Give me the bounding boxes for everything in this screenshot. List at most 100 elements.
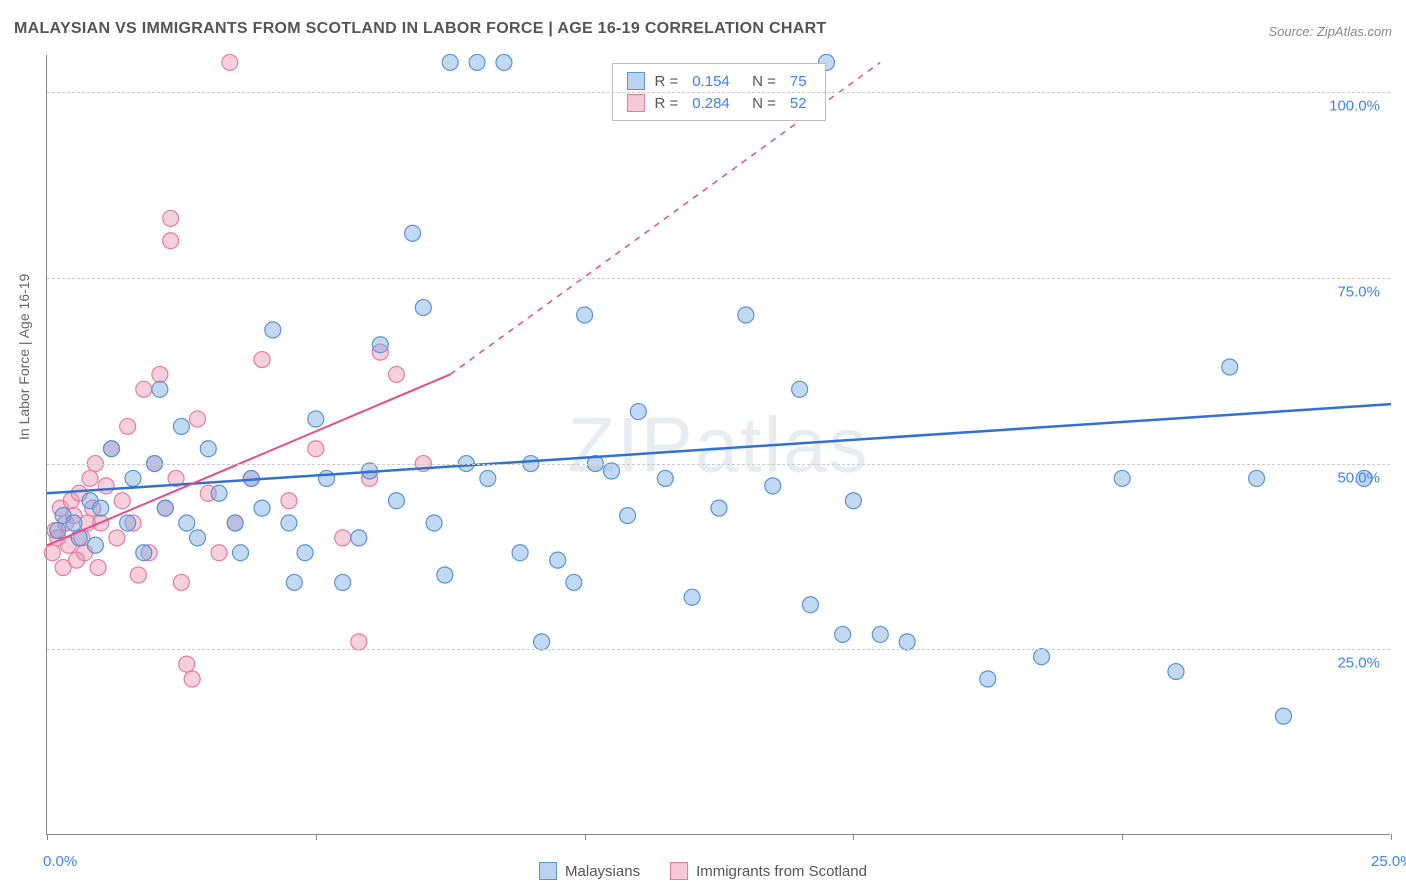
data-point xyxy=(281,515,297,531)
legend-swatch-1 xyxy=(626,94,644,112)
data-point xyxy=(211,545,227,561)
data-point xyxy=(577,307,593,323)
source-label: Source: ZipAtlas.com xyxy=(1268,24,1392,39)
y-tick-label: 50.0% xyxy=(1337,469,1380,486)
gridline-h xyxy=(47,649,1390,650)
data-point xyxy=(630,404,646,420)
data-point xyxy=(152,366,168,382)
x-tick xyxy=(316,834,317,840)
data-point xyxy=(1275,708,1291,724)
legend-n-label-1: N = xyxy=(744,95,776,112)
data-point xyxy=(254,352,270,368)
legend-n-value-0: 75 xyxy=(790,73,807,90)
data-point xyxy=(93,500,109,516)
data-point xyxy=(372,337,388,353)
data-point xyxy=(335,574,351,590)
data-point xyxy=(469,54,485,70)
legend-swatch-0 xyxy=(626,72,644,90)
x-tick xyxy=(1391,834,1392,840)
y-tick-label: 100.0% xyxy=(1329,98,1380,115)
data-point xyxy=(1034,649,1050,665)
data-point xyxy=(899,634,915,650)
plot-area: ZIPatlas R = 0.154 N = 75 R = 0.284 N = … xyxy=(46,55,1390,835)
x-tick-label: 25.0% xyxy=(1371,853,1406,870)
data-point xyxy=(254,500,270,516)
x-tick-label: 0.0% xyxy=(43,853,77,870)
data-point xyxy=(738,307,754,323)
data-point xyxy=(179,656,195,672)
data-point xyxy=(405,225,421,241)
data-point xyxy=(120,515,136,531)
data-point xyxy=(319,470,335,486)
data-point xyxy=(980,671,996,687)
data-point xyxy=(765,478,781,494)
legend-item-malaysians: Malaysians xyxy=(539,862,640,880)
legend-n-value-1: 52 xyxy=(790,95,807,112)
data-point xyxy=(550,552,566,568)
trend-line xyxy=(47,404,1391,493)
data-point xyxy=(211,485,227,501)
trend-line xyxy=(47,374,450,545)
data-point xyxy=(190,411,206,427)
data-point xyxy=(388,366,404,382)
data-point xyxy=(437,567,453,583)
data-point xyxy=(233,545,249,561)
gridline-h xyxy=(47,278,1390,279)
data-point xyxy=(157,500,173,516)
data-point xyxy=(222,54,238,70)
legend-swatch-scotland xyxy=(670,862,688,880)
data-point xyxy=(281,493,297,509)
data-point xyxy=(308,411,324,427)
data-point xyxy=(120,418,136,434)
data-point xyxy=(1222,359,1238,375)
data-point xyxy=(1249,470,1265,486)
data-point xyxy=(442,54,458,70)
data-point xyxy=(190,530,206,546)
y-tick-label: 25.0% xyxy=(1337,655,1380,672)
x-tick xyxy=(47,834,48,840)
data-point xyxy=(388,493,404,509)
data-point xyxy=(114,493,130,509)
data-point xyxy=(351,530,367,546)
data-point xyxy=(351,634,367,650)
data-point xyxy=(297,545,313,561)
data-point xyxy=(173,418,189,434)
legend-label-malaysians: Malaysians xyxy=(565,863,640,880)
x-tick xyxy=(853,834,854,840)
data-point xyxy=(152,381,168,397)
data-point xyxy=(480,470,496,486)
gridline-h xyxy=(47,464,1390,465)
data-point xyxy=(163,210,179,226)
data-point xyxy=(66,515,82,531)
legend-row-0: R = 0.154 N = 75 xyxy=(626,70,810,92)
scatter-plot xyxy=(47,55,1390,834)
data-point xyxy=(496,54,512,70)
y-axis-label: In Labor Force | Age 16-19 xyxy=(16,274,32,440)
data-point xyxy=(125,470,141,486)
data-point xyxy=(90,560,106,576)
legend-row-1: R = 0.284 N = 52 xyxy=(626,92,810,114)
legend-swatch-malaysians xyxy=(539,862,557,880)
data-point xyxy=(802,597,818,613)
x-tick xyxy=(585,834,586,840)
data-point xyxy=(792,381,808,397)
data-point xyxy=(109,530,125,546)
data-point xyxy=(130,567,146,583)
legend-r-value-0: 0.154 xyxy=(692,73,730,90)
data-point xyxy=(265,322,281,338)
data-point xyxy=(603,463,619,479)
data-point xyxy=(872,626,888,642)
data-point xyxy=(163,233,179,249)
data-point xyxy=(136,545,152,561)
data-point xyxy=(684,589,700,605)
data-point xyxy=(566,574,582,590)
data-point xyxy=(711,500,727,516)
data-point xyxy=(286,574,302,590)
chart-title: MALAYSIAN VS IMMIGRANTS FROM SCOTLAND IN… xyxy=(14,20,827,38)
data-point xyxy=(44,545,60,561)
legend-item-scotland: Immigrants from Scotland xyxy=(670,862,867,880)
data-point xyxy=(657,470,673,486)
data-point xyxy=(845,493,861,509)
gridline-h xyxy=(47,92,1390,93)
data-point xyxy=(1114,470,1130,486)
